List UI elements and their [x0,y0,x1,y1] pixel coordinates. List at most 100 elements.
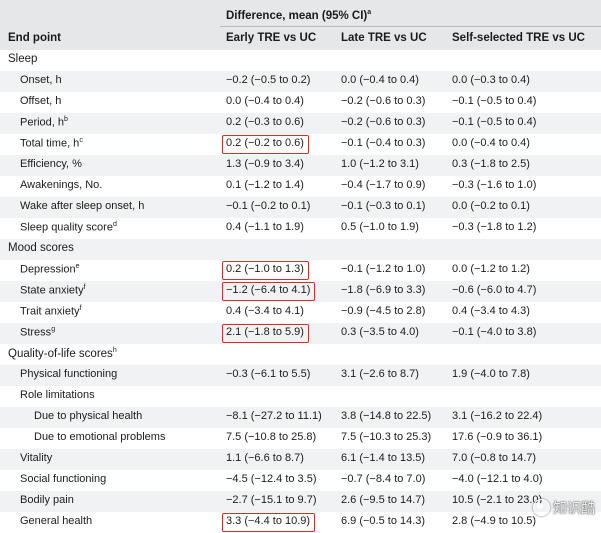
row-stripe [0,197,601,218]
value-early-tre: 0.0 (−0.4 to 0.4) [226,95,304,107]
value-early-tre: 1.3 (−0.9 to 3.4) [226,158,304,170]
value-late-tre: 0.5 (−1.0 to 1.9) [341,221,419,233]
footnote-marker: d [112,221,117,228]
row-label: Period, hb [20,116,68,129]
row-label: Sleep [8,53,37,65]
value-early-tre: 0.4 (−1.1 to 1.9) [226,221,304,233]
value-self-selected-tre: −0.1 (−0.5 to 0.4) [452,95,537,107]
value-late-tre: −0.9 (−4.5 to 2.8) [341,305,426,317]
row-label: Total time, hc [20,137,83,150]
table-row: Due to physical health −8.1 (−27.2 to 11.… [0,407,601,428]
row-label: Awakenings, No. [20,179,102,191]
row-label-text: Stress [20,326,52,339]
highlight-box [222,282,315,301]
row-label-text: Social functioning [20,473,107,485]
table-row: Stressg 2.1 (−1.8 to 5.9) 0.3 (−3.5 to 4.0… [0,323,601,344]
value-early-tre: 0.2 (−0.3 to 0.6) [226,116,304,128]
row-label: Wake after sleep onset, h [20,200,144,212]
table-row: Period, hb 0.2 (−0.3 to 0.6) −0.2 (−0.6 to… [0,113,601,134]
value-late-tre: 2.6 (−9.5 to 14.7) [341,494,426,506]
table-row: Depressione 0.2 (−1.0 to 1.3) −0.1 (−1.2 t… [0,260,601,281]
row-stripe [0,71,601,92]
value-self-selected-tre: 0.0 (−0.2 to 0.1) [452,200,530,212]
table-row: Trait anxietyf 0.4 (−3.4 to 4.1) −0.9 (−4.… [0,302,601,323]
value-late-tre: 3.1 (−2.6 to 8.7) [341,368,419,380]
value-late-tre: −0.4 (−1.7 to 0.9) [341,179,426,191]
row-stripe [0,281,601,302]
table-row: Vitality 1.1 (−6.6 to 8.7) 6.1 (−1.4 to 13… [0,449,601,470]
column-header-early-tre: Early TRE vs UC [226,32,317,44]
watermark-logo-icon [533,499,550,516]
value-late-tre: 3.8 (−14.8 to 22.5) [341,410,432,422]
row-stripe [0,239,601,260]
value-early-tre: −0.2 (−0.5 to 0.2) [226,74,311,86]
row-label-text: Mood scores [8,242,74,254]
value-self-selected-tre: 7.0 (−0.8 to 14.7) [452,452,537,464]
value-early-tre: 2.1 (−1.8 to 5.9) [226,326,304,338]
table-row: State anxietyf −1.2 (−6.4 to 4.1) −1.8 (−6… [0,281,601,302]
table-header [0,0,601,50]
row-label: General health [20,515,92,527]
value-early-tre: 0.2 (−0.2 to 0.6) [226,137,304,149]
value-late-tre: 1.0 (−1.2 to 3.1) [341,158,419,170]
row-label-text: Due to physical health [34,410,143,422]
value-late-tre: −0.7 (−8.4 to 7.0) [341,473,426,485]
section-row-mood-scores: Mood scores [0,239,601,260]
value-early-tre: −0.1 (−0.2 to 0.1) [226,200,311,212]
row-label-text: Efficiency, % [20,158,82,170]
row-label: Social functioning [20,473,106,485]
row-label-text: Wake after sleep onset, h [20,200,145,212]
highlight-box [222,513,315,532]
value-late-tre: 0.0 (−0.4 to 0.4) [341,74,419,86]
value-early-tre: 0.4 (−3.4 to 4.1) [226,305,304,317]
section-row-quality-of-life-scores: Quality-of-life scoresh [0,344,601,365]
value-early-tre: 0.2 (−1.0 to 1.3) [226,263,304,275]
value-self-selected-tre: 0.0 (−0.3 to 0.4) [452,74,530,86]
table-row: Wake after sleep onset, h −0.1 (−0.2 to 0… [0,197,601,218]
row-label-text: Onset, h [20,74,62,86]
row-label: Mood scores [8,242,74,254]
row-label-text: Depression [20,263,76,276]
footnote-marker: g [51,326,56,333]
row-stripe [0,449,601,470]
row-label-text: Quality-of-life scores [8,347,113,360]
footnote-marker: e [75,263,80,270]
column-header-self-selected-tre: Self-selected TRE vs UC [452,32,585,44]
table-row: Efficiency, % 1.3 (−0.9 to 3.4) 1.0 (−1.2 … [0,155,601,176]
value-self-selected-tre: −0.1 (−4.0 to 3.8) [452,326,537,338]
value-late-tre: −0.2 (−0.6 to 0.3) [341,116,426,128]
row-stripe [0,365,601,386]
row-label: Trait anxietyf [20,305,81,318]
value-late-tre: 6.9 (−0.5 to 14.3) [341,515,426,527]
header-divider [220,26,601,27]
footnote-marker: f [79,305,82,312]
value-late-tre: −1.8 (−6.9 to 3.3) [341,284,426,296]
row-label: Sleep quality scored [20,221,117,234]
table-row: Onset, h −0.2 (−0.5 to 0.2) 0.0 (−0.4 to 0… [0,71,601,92]
row-label: Stressg [20,326,55,339]
value-self-selected-tre: −0.1 (−0.5 to 0.4) [452,116,537,128]
row-label: Efficiency, % [20,158,82,170]
table-row: Social functioning −4.5 (−12.4 to 3.5) −0.… [0,470,601,491]
row-label: Physical functioning [20,368,117,380]
table-row: Role limitations [0,386,601,407]
value-early-tre: −0.3 (−6.1 to 5.5) [226,368,311,380]
footnote-marker: h [112,347,117,354]
value-late-tre: 6.1 (−1.4 to 13.5) [341,452,426,464]
table-row: Bodily pain −2.7 (−15.1 to 9.7) 2.6 (−9.5 … [0,491,601,512]
column-group-header: Difference, mean (95% CI)a [226,9,372,22]
row-stripe [0,407,601,428]
value-early-tre: −1.2 (−6.4 to 4.1) [226,284,311,296]
value-late-tre: 7.5 (−10.3 to 25.3) [341,431,432,443]
row-label: Offset, h [20,95,61,107]
value-self-selected-tre: −0.3 (−1.8 to 1.2) [452,221,537,233]
column-header-end-point: End point [8,32,62,44]
value-self-selected-tre: 0.0 (−1.2 to 1.2) [452,263,530,275]
column-header-late-tre: Late TRE vs UC [341,32,427,44]
row-stripe [0,113,601,134]
row-label-text: General health [20,515,93,527]
row-label: Due to physical health [34,410,142,422]
row-label: Due to emotional problems [34,431,165,443]
row-label-text: Bodily pain [20,494,74,506]
